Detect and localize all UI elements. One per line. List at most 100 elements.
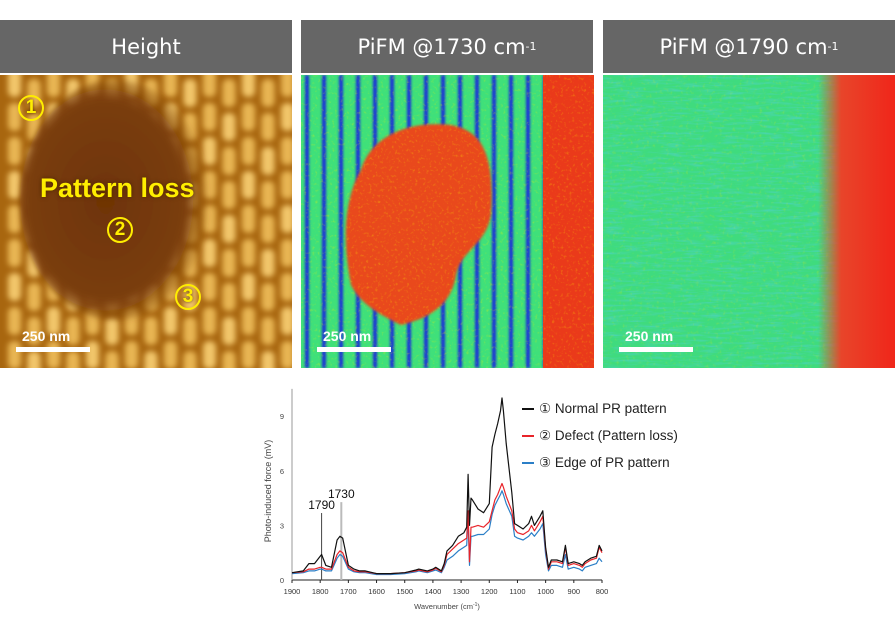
height-pillar (222, 249, 236, 277)
legend-item-normal: ① Normal PR pattern (522, 401, 667, 417)
height-pillar (47, 75, 60, 97)
pifm-1790-image: 250 nm (603, 75, 895, 368)
height-pillar (164, 75, 177, 97)
height-pillar (242, 171, 255, 199)
series-edge-line (291, 490, 603, 576)
legend-swatch (522, 462, 534, 464)
marker-1: 1 (18, 95, 44, 121)
x-tick-label: 1800 (312, 587, 329, 596)
height-pillar (203, 341, 216, 368)
panel-title: Height (111, 34, 181, 59)
pifm-1730-map (301, 75, 594, 368)
scale-bar-label: 250 nm (323, 328, 372, 344)
height-pillar (222, 79, 236, 107)
height-pillar (144, 351, 158, 368)
height-pillar (203, 307, 216, 335)
height-pillar (222, 147, 236, 175)
panel-header-pifm-1730: PiFM @1730 cm -1 (301, 20, 593, 73)
height-pillar (8, 137, 21, 165)
scale-bar (16, 347, 90, 352)
height-pillar (8, 239, 21, 267)
chart-series (291, 397, 603, 576)
height-pillar (261, 113, 275, 141)
height-pillar (242, 205, 255, 233)
scale-bar-label: 250 nm (22, 328, 71, 344)
x-tick-label: 900 (568, 587, 581, 596)
height-pillar (8, 273, 21, 301)
height-pillar (222, 283, 236, 311)
x-tick-label: 1200 (481, 587, 498, 596)
height-pillar (222, 113, 236, 141)
legend-swatch (522, 408, 534, 410)
height-pillar (203, 137, 216, 165)
height-pillar (183, 79, 197, 107)
height-pillar (242, 307, 255, 335)
height-pillar (164, 341, 177, 368)
marker-2: 2 (107, 217, 133, 243)
legend-item-edge: ③ Edge of PR pattern (522, 455, 670, 471)
height-pillar (261, 283, 275, 311)
marker-3: 3 (175, 284, 201, 310)
height-pillar (8, 103, 21, 131)
height-pillar (8, 75, 21, 97)
height-pillar (261, 181, 275, 209)
y-tick-label: 0 (280, 576, 284, 585)
height-pillar (203, 273, 216, 301)
height-map (0, 75, 292, 368)
height-pillar (8, 307, 21, 335)
height-pillar (47, 307, 60, 335)
height-pillar (281, 171, 292, 199)
legend-label: ③ Edge of PR pattern (539, 455, 670, 470)
height-pillar (242, 239, 255, 267)
panel-title: PiFM @1730 cm (357, 34, 526, 59)
height-pillar (105, 351, 119, 368)
legend-swatch (522, 435, 534, 437)
height-pillar (8, 341, 21, 368)
x-tick-label: 1100 (509, 587, 525, 596)
scale-bar (619, 347, 693, 352)
height-pillar (203, 239, 216, 267)
series-defect-line (291, 482, 603, 575)
annotation-label: 1790 (308, 498, 335, 512)
height-pillar (261, 215, 275, 243)
panel-header-pifm-1790: PiFM @1790 cm -1 (603, 20, 895, 73)
y-tick-label: 6 (280, 467, 284, 476)
height-pillar (125, 341, 138, 368)
height-pillar (27, 283, 41, 311)
height-pillar (281, 239, 292, 267)
panel-title: PiFM @1790 cm (659, 34, 828, 59)
height-pillar (183, 351, 197, 368)
height-pillar (222, 215, 236, 243)
y-axis-label: Photo-induced force (mV) (263, 440, 273, 543)
panel-header-height: Height (0, 20, 292, 73)
height-pillar (203, 103, 216, 131)
annotation-label: 1730 (328, 487, 355, 501)
chart-axes: 1900 1800 1700 1600 1500 1400 1300 1200 1100 1000… (280, 388, 609, 596)
x-tick-label: 1500 (396, 587, 413, 596)
pifm-1730-image: 250 nm (301, 75, 594, 368)
height-pillar (281, 307, 292, 335)
x-tick-label: 1400 (425, 587, 442, 596)
height-pillar (281, 273, 292, 301)
height-pillar (8, 171, 21, 199)
legend-item-defect: ② Defect (Pattern loss) (522, 428, 678, 444)
x-axis-label: Wavenumber (cm-1) (414, 602, 480, 611)
x-tick-label: 1600 (368, 587, 385, 596)
height-pillar (86, 341, 99, 368)
height-pillar (281, 137, 292, 165)
height-pillar (105, 317, 119, 345)
height-image: Pattern loss 1 2 3 250 nm (0, 75, 292, 368)
height-pillar (8, 205, 21, 233)
height-pillar (222, 317, 236, 345)
height-pillar (203, 75, 216, 97)
height-pillar (281, 205, 292, 233)
height-pillar (66, 317, 80, 345)
x-tick-label: 800 (596, 587, 609, 596)
height-pillar (261, 351, 275, 368)
height-pillar (281, 75, 292, 97)
height-pillar (27, 351, 41, 368)
pattern-loss-label: Pattern loss (40, 173, 195, 203)
height-pillar (222, 181, 236, 209)
height-pillar (164, 307, 177, 335)
